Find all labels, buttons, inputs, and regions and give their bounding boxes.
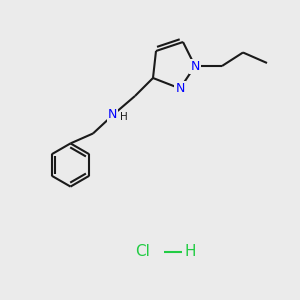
Text: N: N [190, 59, 200, 73]
Text: H: H [120, 112, 128, 122]
Text: H: H [184, 244, 196, 260]
Text: Cl: Cl [135, 244, 150, 260]
Text: N: N [175, 82, 185, 95]
Text: N: N [108, 107, 117, 121]
